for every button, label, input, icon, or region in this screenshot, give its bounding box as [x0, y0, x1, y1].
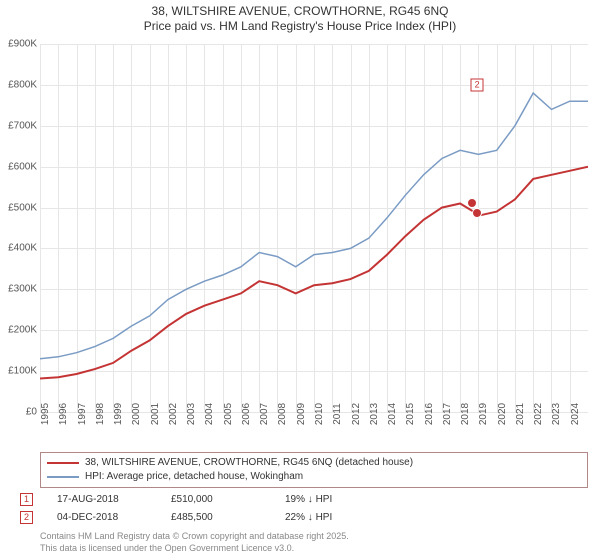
marker-price: £510,000 [171, 494, 261, 505]
x-tick-label: 1995 [40, 403, 51, 425]
overlay-marker-badge: 2 [471, 78, 484, 91]
credits-line1: Contains HM Land Registry data © Crown c… [40, 530, 349, 542]
marker-delta: 19% ↓ HPI [285, 494, 375, 505]
x-tick-label: 2001 [150, 403, 161, 425]
x-tick-label: 2020 [497, 403, 508, 425]
x-tick-label: 2000 [131, 403, 142, 425]
x-tick-label: 2011 [332, 403, 343, 425]
x-tick-label: 1996 [58, 403, 69, 425]
legend: 38, WILTSHIRE AVENUE, CROWTHORNE, RG45 6… [40, 452, 588, 488]
legend-item-price-paid: 38, WILTSHIRE AVENUE, CROWTHORNE, RG45 6… [47, 456, 581, 470]
y-tick-label: £100K [8, 366, 37, 377]
marker-delta: 22% ↓ HPI [285, 512, 375, 523]
line-chart-svg [40, 44, 588, 412]
marker-badge: 1 [20, 493, 33, 506]
x-tick-label: 1997 [77, 403, 88, 425]
chart-title: 38, WILTSHIRE AVENUE, CROWTHORNE, RG45 6… [0, 0, 600, 33]
sale-point-dot [468, 199, 476, 207]
sale-point-dot [473, 209, 481, 217]
chart-plot-area: £0£100K£200K£300K£400K£500K£600K£700K£80… [40, 44, 588, 412]
y-tick-label: £400K [8, 243, 37, 254]
x-axis-labels: 1995199619971998199920002001200220032004… [40, 412, 588, 452]
credits-line2: This data is licensed under the Open Gov… [40, 542, 349, 554]
title-line2: Price paid vs. HM Land Registry's House … [0, 19, 600, 33]
y-tick-label: £0 [26, 407, 37, 418]
x-tick-label: 2010 [314, 403, 325, 425]
x-tick-label: 2023 [551, 403, 562, 425]
marker-row: 2 04-DEC-2018 £485,500 22% ↓ HPI [20, 508, 580, 526]
x-tick-label: 2017 [442, 403, 453, 425]
marker-date: 17-AUG-2018 [57, 494, 147, 505]
y-tick-label: £300K [8, 284, 37, 295]
legend-swatch [47, 462, 79, 464]
y-axis-labels: £0£100K£200K£300K£400K£500K£600K£700K£80… [0, 44, 40, 412]
y-tick-label: £600K [8, 161, 37, 172]
x-tick-label: 1999 [113, 403, 124, 425]
x-tick-label: 2012 [351, 403, 362, 425]
series-line-price_paid [40, 167, 588, 379]
y-tick-label: £900K [8, 39, 37, 50]
x-tick-label: 2013 [369, 403, 380, 425]
x-tick-label: 2014 [387, 403, 398, 425]
marker-badge: 2 [20, 511, 33, 524]
x-tick-label: 2019 [478, 403, 489, 425]
sale-markers-table: 1 17-AUG-2018 £510,000 19% ↓ HPI 2 04-DE… [20, 490, 580, 526]
x-tick-label: 2016 [424, 403, 435, 425]
x-tick-label: 2002 [168, 403, 179, 425]
x-tick-label: 2005 [223, 403, 234, 425]
x-tick-label: 2004 [204, 403, 215, 425]
y-tick-label: £700K [8, 120, 37, 131]
series-line-hpi [40, 93, 588, 359]
credits: Contains HM Land Registry data © Crown c… [40, 530, 349, 554]
legend-swatch [47, 476, 79, 478]
x-tick-label: 2003 [186, 403, 197, 425]
marker-price: £485,500 [171, 512, 261, 523]
x-tick-label: 1998 [95, 403, 106, 425]
y-tick-label: £200K [8, 325, 37, 336]
x-tick-label: 2022 [533, 403, 544, 425]
y-tick-label: £500K [8, 202, 37, 213]
x-tick-label: 2008 [277, 403, 288, 425]
x-tick-label: 2021 [515, 403, 526, 425]
x-tick-label: 2006 [241, 403, 252, 425]
x-tick-label: 2009 [296, 403, 307, 425]
x-tick-label: 2007 [259, 403, 270, 425]
legend-item-hpi: HPI: Average price, detached house, Woki… [47, 470, 581, 484]
legend-label: HPI: Average price, detached house, Woki… [85, 470, 303, 484]
x-tick-label: 2018 [460, 403, 471, 425]
x-tick-label: 2024 [570, 403, 581, 425]
y-tick-label: £800K [8, 79, 37, 90]
marker-row: 1 17-AUG-2018 £510,000 19% ↓ HPI [20, 490, 580, 508]
title-line1: 38, WILTSHIRE AVENUE, CROWTHORNE, RG45 6… [0, 4, 600, 18]
x-tick-label: 2015 [405, 403, 416, 425]
marker-date: 04-DEC-2018 [57, 512, 147, 523]
legend-label: 38, WILTSHIRE AVENUE, CROWTHORNE, RG45 6… [85, 456, 413, 470]
